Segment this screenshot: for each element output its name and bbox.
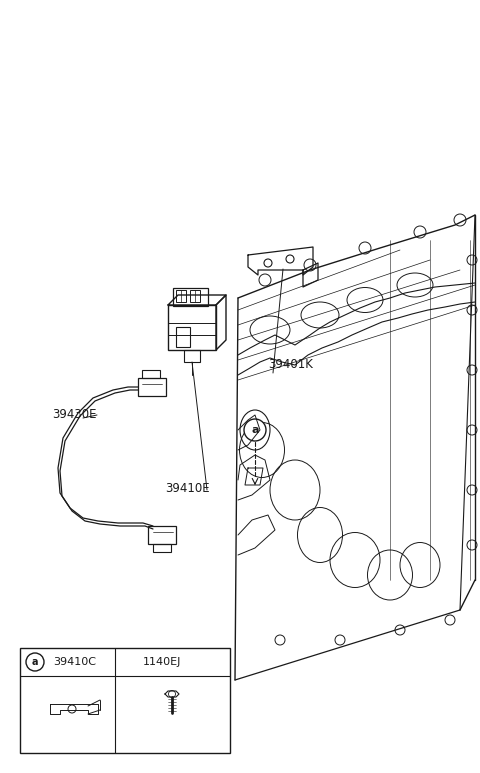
Bar — [173, 288, 208, 306]
Circle shape — [467, 305, 477, 315]
Circle shape — [467, 425, 477, 435]
Circle shape — [259, 274, 271, 286]
Circle shape — [304, 259, 316, 271]
Text: a: a — [32, 657, 38, 667]
Circle shape — [467, 365, 477, 375]
Bar — [142, 370, 160, 378]
Bar — [176, 290, 186, 302]
Bar — [184, 350, 200, 362]
Circle shape — [467, 255, 477, 265]
Text: 39430E: 39430E — [52, 408, 96, 421]
Bar — [148, 526, 176, 544]
Circle shape — [445, 615, 455, 625]
Text: a: a — [251, 425, 259, 435]
Circle shape — [414, 226, 426, 238]
Text: 1140EJ: 1140EJ — [143, 657, 181, 667]
Circle shape — [168, 690, 176, 697]
Text: 39401K: 39401K — [268, 359, 313, 372]
Bar — [168, 305, 216, 350]
Text: 39410C: 39410C — [53, 657, 96, 667]
Circle shape — [26, 653, 44, 671]
Text: 39410E: 39410E — [165, 482, 210, 495]
Bar — [176, 327, 190, 347]
Circle shape — [68, 705, 76, 713]
Bar — [20, 648, 230, 753]
Circle shape — [467, 485, 477, 495]
Circle shape — [264, 259, 272, 267]
Circle shape — [467, 540, 477, 550]
Circle shape — [275, 635, 285, 645]
Circle shape — [335, 635, 345, 645]
Bar — [153, 544, 171, 552]
Circle shape — [395, 625, 405, 635]
Circle shape — [454, 214, 466, 226]
Bar — [190, 290, 200, 302]
Circle shape — [359, 242, 371, 254]
Bar — [138, 378, 166, 396]
Circle shape — [286, 255, 294, 263]
Circle shape — [244, 419, 266, 441]
